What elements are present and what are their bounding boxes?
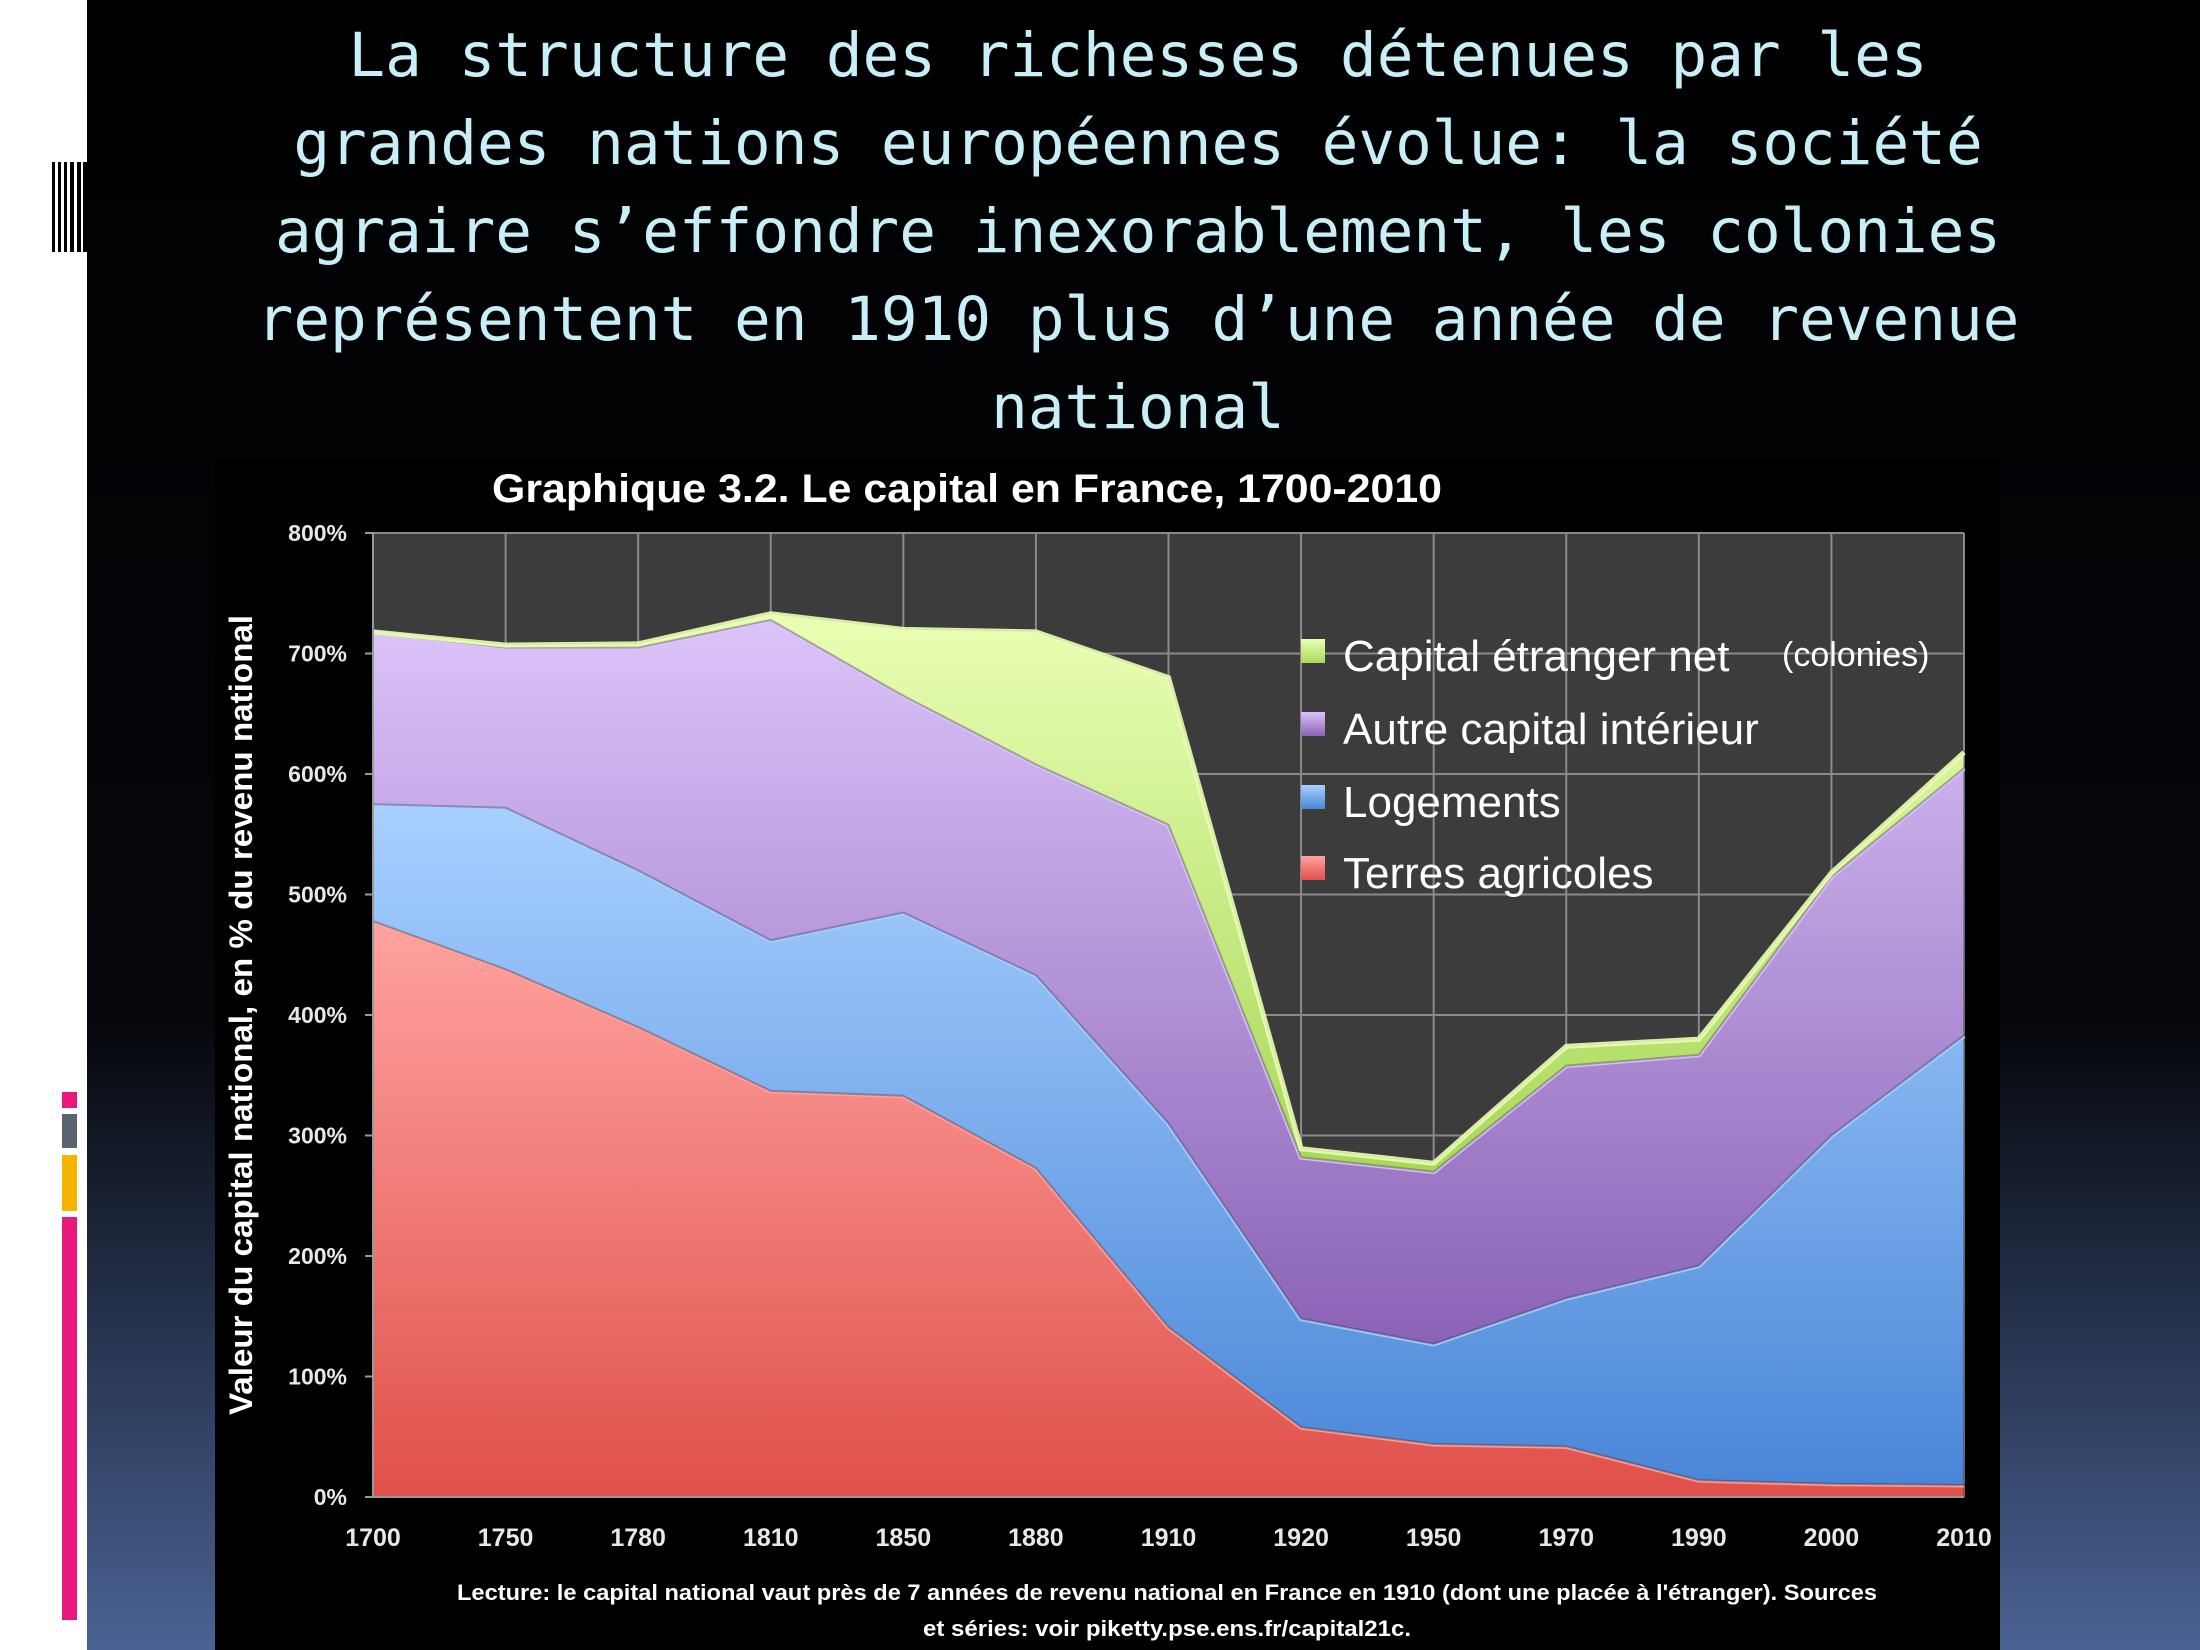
legend-swatch <box>1301 712 1325 736</box>
accent-bar <box>62 1114 77 1148</box>
y-axis-label: Valeur du capital national, en % du reve… <box>223 615 259 1415</box>
legend-swatch <box>1301 856 1325 880</box>
y-tick-label: 400% <box>288 1002 347 1028</box>
accent-bars <box>62 1092 77 1620</box>
title-line: national <box>991 372 1285 443</box>
y-axis-ticks: 0% 100% 200% 300% 400% 500% 600% 700% 800% <box>288 520 373 1510</box>
x-tick-label: 1920 <box>1273 1524 1329 1552</box>
chart-note-line: et séries: voir piketty.pse.ens.fr/capit… <box>923 1616 1411 1641</box>
x-tick-label: 1910 <box>1141 1524 1197 1552</box>
title-line: agraire s’effondre inexorablement, les c… <box>275 196 2001 267</box>
x-tick-label: 1700 <box>345 1524 401 1552</box>
legend-label: Capital étranger net <box>1343 632 1729 681</box>
slide-title: La structure des richesses détenues par … <box>257 20 2020 443</box>
x-tick-label: 2010 <box>1936 1524 1992 1552</box>
legend-swatch <box>1301 785 1325 809</box>
chart-note-line: Lecture: le capital national vaut près d… <box>457 1580 1877 1605</box>
legend-annotation: (colonies) <box>1782 636 1929 674</box>
x-tick-label: 1810 <box>743 1524 799 1552</box>
x-tick-label: 1780 <box>610 1524 666 1552</box>
y-tick-label: 500% <box>288 882 347 908</box>
legend-label: Autre capital intérieur <box>1343 705 1759 754</box>
y-tick-label: 700% <box>288 641 347 667</box>
title-line: grandes nations européennes évolue: la s… <box>293 108 1982 179</box>
x-tick-label: 1850 <box>876 1524 932 1552</box>
legend-swatch <box>1301 639 1325 663</box>
accent-bar <box>62 1155 77 1211</box>
y-tick-label: 0% <box>314 1484 347 1510</box>
chart-title: Graphique 3.2. Le capital en France, 170… <box>492 467 1442 511</box>
title-line: représentent en 1910 plus d’une année de… <box>257 284 2020 355</box>
x-tick-label: 1950 <box>1406 1524 1462 1552</box>
y-tick-label: 200% <box>288 1243 347 1269</box>
y-tick-label: 300% <box>288 1123 347 1149</box>
x-tick-label: 1970 <box>1538 1524 1594 1552</box>
accent-bar <box>62 1092 77 1108</box>
y-tick-label: 800% <box>288 520 347 546</box>
accent-bar <box>62 1217 77 1620</box>
x-tick-label: 2000 <box>1804 1524 1860 1552</box>
legend: Capital étranger net Autre capital intéri… <box>1301 632 1759 898</box>
y-tick-label: 100% <box>288 1364 347 1390</box>
x-tick-label: 1990 <box>1671 1524 1727 1552</box>
decorative-stripes <box>52 162 87 252</box>
stacked-areas <box>372 611 1966 1498</box>
title-line: La structure des richesses détenues par … <box>348 20 1927 91</box>
x-axis-ticks: 1700 1750 1780 1810 1850 1880 1910 1920 1950 1970… <box>345 1524 1992 1552</box>
legend-label: Terres agricoles <box>1343 849 1654 898</box>
legend-label: Logements <box>1343 778 1561 827</box>
x-tick-label: 1750 <box>478 1524 534 1552</box>
y-tick-label: 600% <box>288 761 347 787</box>
x-tick-label: 1880 <box>1008 1524 1064 1552</box>
area-edge-highlight <box>372 611 1966 1166</box>
